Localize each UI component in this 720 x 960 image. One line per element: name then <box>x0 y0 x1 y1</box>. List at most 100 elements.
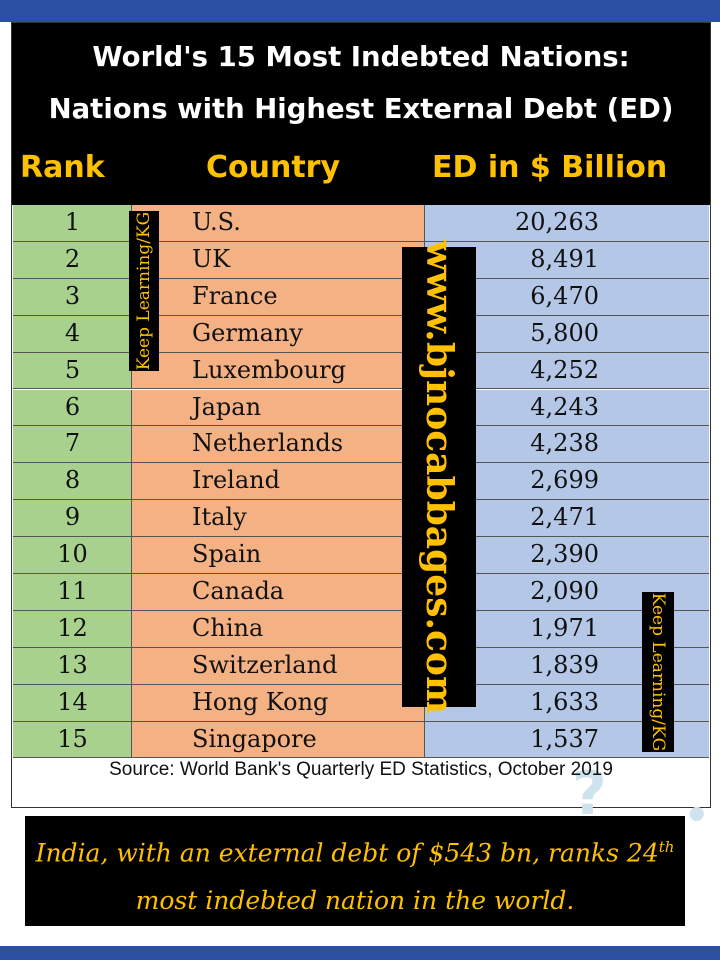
rank-cell <box>13 537 132 573</box>
keep-learning-badge-left: Keep Learning/KG <box>129 211 159 371</box>
rank-cell <box>13 315 132 352</box>
country-name: Italy <box>192 503 247 532</box>
rank-cell <box>13 684 132 721</box>
ed-value: 20,263 <box>515 208 599 236</box>
title-box: World's 15 Most Indebted Nations: Nation… <box>12 23 710 133</box>
keep-learning-text-left: Keep Learning/KG <box>134 211 154 371</box>
country-cell <box>132 537 425 573</box>
table-row: 1 U.S. 20,263 <box>13 205 709 242</box>
ed-value: 1,537 <box>530 724 599 753</box>
country-name: Singapore <box>192 724 317 753</box>
rank-value: 4 <box>64 318 81 347</box>
country-cell <box>132 205 425 241</box>
ed-value: 1,971 <box>530 613 599 642</box>
rank-value: 15 <box>57 724 88 753</box>
top-band <box>0 0 720 22</box>
ed-value: 4,252 <box>530 355 599 384</box>
rank-cell <box>13 426 132 463</box>
rank-value: 3 <box>64 281 81 310</box>
country-name: Germany <box>192 318 303 347</box>
country-cell <box>132 426 425 463</box>
country-name: Hong Kong <box>192 687 329 716</box>
title-line-2: Nations with Highest External Debt (ED) <box>48 93 674 125</box>
footer-line-1: India, with an external debt of $543 bn,… <box>25 838 685 867</box>
header-rank: Rank <box>20 150 105 185</box>
table-row: 10 Spain 2,390 <box>13 537 709 574</box>
country-name: Netherlands <box>192 429 344 458</box>
rank-value: 2 <box>64 244 81 273</box>
rank-value: 6 <box>64 392 81 421</box>
ed-value: 5,800 <box>530 318 599 347</box>
website-watermark: www.bjnocabbages.com <box>402 240 476 714</box>
decorative-dot-icon: • <box>684 793 710 839</box>
rank-value: 5 <box>64 355 81 384</box>
ed-value: 1,633 <box>530 687 599 716</box>
table-row: 15 Singapore 1,537 <box>13 721 709 759</box>
website-watermark-text: www.bjnocabbages.com <box>418 239 460 715</box>
ed-value: 2,699 <box>530 466 599 495</box>
table-row: 11 Canada 2,090 <box>13 574 709 611</box>
header-country: Country <box>206 150 341 185</box>
country-cell <box>132 684 425 721</box>
rank-cell <box>13 389 132 426</box>
table-row: 12 China 1,971 <box>13 610 709 648</box>
rank-value: 14 <box>57 687 88 716</box>
rank-cell <box>13 610 132 647</box>
title-line-1: World's 15 Most Indebted Nations: <box>92 41 630 73</box>
ed-value: 8,491 <box>530 244 599 273</box>
country-name: UK <box>192 244 231 273</box>
country-name: Switzerland <box>192 650 338 679</box>
country-cell <box>132 721 425 758</box>
rank-cell <box>13 352 132 389</box>
country-name: Ireland <box>192 466 280 495</box>
ed-value: 4,238 <box>530 429 599 458</box>
bottom-band <box>0 946 720 960</box>
header-ed: ED in $ Billion <box>432 150 668 185</box>
table-row: 8 Ireland 2,699 <box>13 463 709 501</box>
rank-value: 12 <box>57 613 88 642</box>
rank-value: 10 <box>57 540 88 569</box>
country-name: Luxembourg <box>192 355 346 384</box>
ed-value: 1,839 <box>530 650 599 679</box>
country-cell <box>132 610 425 647</box>
ed-value: 4,243 <box>530 392 599 421</box>
ed-value: 6,470 <box>530 281 599 310</box>
ed-value: 2,390 <box>530 540 599 569</box>
rank-cell <box>13 721 132 758</box>
country-cell <box>132 463 425 500</box>
country-name: China <box>192 613 264 642</box>
table-row: 4 Germany 5,800 <box>13 315 709 353</box>
footer-line-1-text: India, with an external debt of $543 bn,… <box>35 838 659 868</box>
table-row: 14 Hong Kong 1,633 <box>13 684 709 722</box>
table-row: 7 Netherlands 4,238 <box>13 426 709 464</box>
table-row: 5 Luxembourg 4,252 <box>13 352 709 390</box>
rank-cell <box>13 500 132 537</box>
ed-value: 2,090 <box>530 577 599 605</box>
table-row: 2 UK 8,491 <box>13 241 709 279</box>
country-cell <box>132 241 425 278</box>
rank-cell <box>13 463 132 500</box>
rank-cell <box>13 574 132 610</box>
table-row: 13 Switzerland 1,839 <box>13 647 709 685</box>
table-row: 9 Italy 2,471 <box>13 500 709 538</box>
table-row: 6 Japan 4,243 <box>13 389 709 427</box>
ed-value: 2,471 <box>530 503 599 532</box>
country-cell <box>132 389 425 426</box>
rank-value: 7 <box>64 429 81 458</box>
country-cell <box>132 500 425 537</box>
country-name: Canada <box>192 577 285 605</box>
table-header: Rank Country ED in $ Billion <box>12 133 710 205</box>
rank-cell <box>13 241 132 278</box>
footer-callout: India, with an external debt of $543 bn,… <box>25 816 685 926</box>
rank-value: 13 <box>57 650 88 679</box>
rank-value: 9 <box>64 503 81 532</box>
country-cell <box>132 315 425 352</box>
ed-cell <box>425 205 709 241</box>
rank-value: 8 <box>64 466 81 495</box>
rank-value: 1 <box>64 208 81 236</box>
footer-line-2: most indebted nation in the world. <box>135 886 575 915</box>
country-name: Japan <box>192 392 262 421</box>
rank-cell <box>13 205 132 241</box>
country-cell <box>132 574 425 610</box>
source-note: Source: World Bank's Quarterly ED Statis… <box>109 759 613 780</box>
